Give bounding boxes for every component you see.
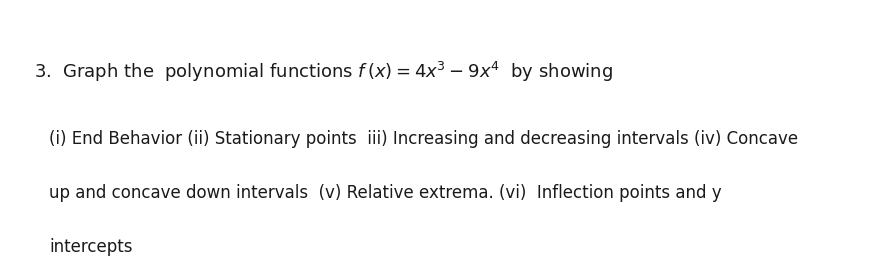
Text: up and concave down intervals  (v) Relative extrema. (vi)  Inflection points and: up and concave down intervals (v) Relati…: [49, 184, 722, 202]
Text: 3.  Graph the  polynomial functions $f\/(x) = 4x^3 - 9x^4$  by showing: 3. Graph the polynomial functions $f\/(x…: [34, 60, 613, 84]
Text: (i) End Behavior (ii) Stationary points  iii) Increasing and decreasing interval: (i) End Behavior (ii) Stationary points …: [49, 130, 798, 148]
Text: intercepts: intercepts: [49, 237, 133, 256]
